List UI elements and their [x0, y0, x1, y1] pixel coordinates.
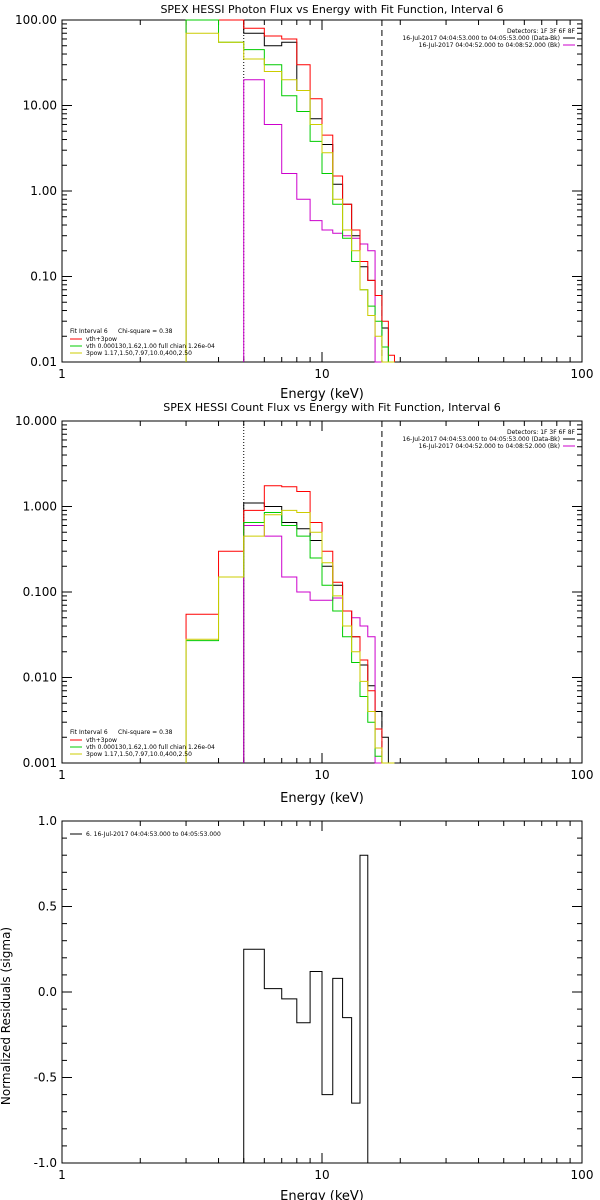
top-plot-frame: [61, 19, 583, 363]
middle-x-tick-label: 100: [571, 768, 594, 782]
top-legend-line2: 16-Jul-2017 04:04:52.000 to 04:08:52.000…: [419, 42, 560, 49]
top-x-tick-label: 10: [314, 367, 329, 381]
count-flux-panel: 1 10 100 0.001 0.010 0.100 1.000 10.000: [15, 414, 593, 782]
middle-y-tick-label: 1.000: [23, 500, 57, 514]
bottom-y-tick-label: 0.0: [38, 985, 57, 999]
top-series-bk: [243, 79, 389, 363]
top-y-tick-label: 100.00: [15, 13, 57, 27]
top-series-data_bk: [185, 19, 395, 363]
top-legend-vth-label: vth 0.000130,1.62,1.00 full chian 1.26e-…: [86, 343, 215, 350]
bottom-series-data_bk: [243, 854, 389, 1164]
middle-series-bk: [243, 524, 389, 764]
middle-x-axis-label: Energy (keV): [280, 791, 364, 806]
top-x-tick-label: 1: [58, 367, 66, 381]
middle-y-tick-label: 0.010: [23, 671, 57, 685]
bottom-y-tick-label: 1.0: [38, 814, 57, 828]
bottom-x-axis-label: Energy (keV): [280, 1189, 364, 1200]
top-legend-detectors: Detectors: 1F 3F 6F 8F: [507, 28, 576, 35]
top-y-tick-label: 0.01: [30, 355, 57, 369]
middle-x-tick-label: 1: [58, 768, 66, 782]
residuals-panel: 1 10 100 -1.0 -0.5 0.0 0.5 1.0: [34, 814, 594, 1182]
middle-legend-chi: Chi-square = 0.38: [118, 729, 173, 736]
top-legend-pow-label: 3pow 1.17,1.50,7.97,10.0,400,2.50: [86, 350, 192, 357]
top-legend-fit-label: vth+3pow: [86, 336, 117, 343]
residual-legend-label: 6. 16-Jul-2017 04:04:53.000 to 04:05:53.…: [86, 831, 221, 838]
top-legend-chi: Chi-square = 0.38: [118, 328, 173, 335]
bottom-x-tick-label: 10: [314, 1168, 329, 1182]
middle-legend-pow-label: 3pow 1.17,1.50,7.97,10.0,400,2.50: [86, 751, 192, 758]
middle-series-data_bk: [243, 502, 395, 764]
middle-chart-title: SPEX HESSI Count Flux vs Energy with Fit…: [163, 401, 500, 414]
top-y-tick-label: 10.00: [23, 99, 57, 113]
top-x-tick-label: 100: [571, 367, 594, 381]
bottom-x-tick-label: 100: [571, 1168, 594, 1182]
middle-series-pow: [185, 509, 395, 764]
middle-legend-vth-label: vth 0.000130,1.62,1.00 full chian 1.26e-…: [86, 744, 215, 751]
middle-series-vth: [185, 512, 395, 764]
middle-plot-frame: [61, 420, 583, 764]
top-series-vth: [185, 19, 395, 363]
middle-series-fit: [185, 485, 395, 764]
middle-legend-line1: 16-Jul-2017 04:04:53.000 to 04:05:53.000…: [402, 436, 560, 443]
top-y-tick-label: 1.00: [30, 184, 57, 198]
bottom-y-axis-label: Normalized Residuals (sigma): [0, 927, 13, 1105]
middle-legend-fit-label: vth+3pow: [86, 737, 117, 744]
bottom-y-tick-label: -0.5: [34, 1071, 57, 1085]
middle-legend-line2: 16-Jul-2017 04:04:52.000 to 04:08:52.000…: [419, 443, 560, 450]
middle-y-tick-label: 10.000: [15, 414, 57, 428]
middle-x-tick-label: 10: [314, 768, 329, 782]
top-legend-line1: 16-Jul-2017 04:04:53.000 to 04:05:53.000…: [402, 35, 560, 42]
top-x-axis-label: Energy (keV): [280, 387, 364, 402]
top-series-pow: [185, 32, 395, 363]
top-chart-title: SPEX HESSI Photon Flux vs Energy with Fi…: [160, 3, 503, 16]
middle-legend-fit-interval: Fit Interval 6: [70, 729, 108, 736]
bottom-y-tick-label: -1.0: [34, 1156, 57, 1170]
top-legend-fit-interval: Fit Interval 6: [70, 328, 108, 335]
top-series-fit: [185, 19, 395, 362]
photon-flux-panel: 1 10 100 0.01 0.10 1.00 10.00 100.00: [15, 13, 593, 381]
bottom-y-tick-label: 0.5: [38, 900, 57, 914]
middle-y-tick-label: 0.001: [23, 756, 57, 770]
middle-legend-detectors: Detectors: 1F 3F 6F 8F: [507, 429, 576, 436]
bottom-x-tick-label: 1: [58, 1168, 66, 1182]
middle-y-tick-label: 0.100: [23, 585, 57, 599]
top-y-tick-label: 0.10: [30, 270, 57, 284]
